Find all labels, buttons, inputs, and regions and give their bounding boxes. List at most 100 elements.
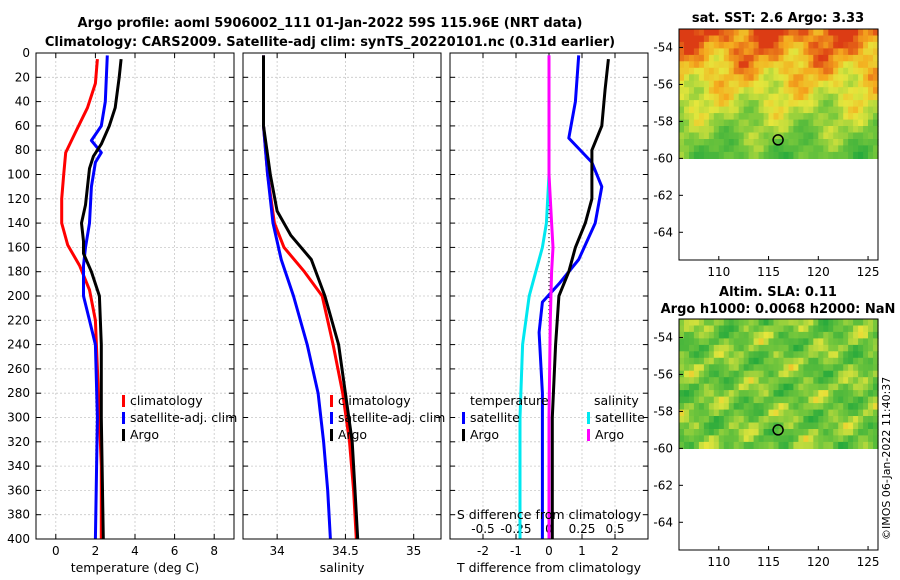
map-cell: [868, 74, 874, 82]
map-cell: [788, 113, 795, 121]
map-cell: [793, 106, 799, 114]
map-cell: [813, 403, 819, 411]
map-cell: [723, 383, 730, 391]
map-cell: [743, 126, 750, 134]
map-cell: [858, 41, 864, 49]
legend-label: satellite: [470, 410, 520, 425]
map-cell: [738, 74, 745, 82]
map-cell: [753, 409, 760, 417]
map-cell: [833, 383, 839, 391]
map-cell: [833, 325, 839, 333]
map-cell: [743, 139, 750, 147]
map-cell: [818, 29, 824, 37]
map-cell: [778, 29, 785, 37]
map-cell: [848, 429, 854, 437]
map-cell: [868, 93, 874, 101]
map-cell: [873, 67, 879, 75]
map-cell: [743, 100, 750, 108]
map-cell: [693, 48, 700, 56]
map-cell: [713, 409, 720, 417]
map-cell: [838, 67, 844, 75]
sla-map-title-line1: Altim. SLA: 0.11: [719, 285, 837, 300]
map-cell: [823, 132, 829, 140]
map-cell: [823, 67, 829, 75]
map-cell: [778, 370, 785, 378]
map-cell: [778, 87, 785, 95]
map-cell: [703, 344, 710, 352]
map-cell: [788, 61, 795, 69]
sst-map-title: sat. SST: 2.6 Argo: 3.33: [692, 11, 864, 26]
x-tick-label: 8: [210, 544, 218, 558]
map-cell: [833, 409, 839, 417]
map-cell: [684, 396, 690, 404]
map-cell: [788, 435, 795, 443]
map-y-tick-label: -62: [653, 188, 673, 202]
map-cell: [733, 93, 740, 101]
map-cell: [793, 61, 799, 69]
map-cell: [838, 396, 844, 404]
map-cell: [718, 119, 725, 127]
map-cell: [788, 41, 795, 49]
plot-frame: [242, 52, 442, 540]
map-cell: [793, 435, 799, 443]
map-cell: [843, 145, 849, 153]
map-cell: [733, 113, 740, 121]
map-cell: [768, 429, 775, 437]
map-cell: [753, 357, 760, 365]
map-cell: [873, 390, 879, 398]
map-cell: [783, 126, 790, 134]
map-cell: [703, 357, 710, 365]
map-cell: [733, 429, 740, 437]
map-cell: [689, 416, 695, 424]
map-cell: [863, 119, 869, 127]
map-cell: [684, 319, 690, 327]
map-cell: [778, 351, 785, 359]
map-cell: [679, 441, 685, 449]
map-cell: [798, 429, 804, 437]
map-cell: [838, 351, 844, 359]
map-cell: [788, 151, 795, 159]
map-cell: [748, 403, 755, 411]
argo-location-marker: [772, 424, 784, 436]
map-cell: [848, 74, 854, 82]
map-cell: [679, 41, 685, 49]
map-cell: [833, 331, 839, 339]
map-cell: [748, 344, 755, 352]
map-cell: [813, 67, 819, 75]
map-cell: [828, 139, 834, 147]
map-cell: [743, 319, 750, 327]
map-cell: [679, 383, 685, 391]
map-cell: [713, 351, 720, 359]
map-cell: [808, 357, 814, 365]
map-cell: [868, 344, 874, 352]
map-cell: [833, 403, 839, 411]
map-cell: [703, 106, 710, 114]
map-cell: [708, 338, 715, 346]
map-cell: [768, 403, 775, 411]
map-cell: [713, 132, 720, 140]
map-cell: [788, 396, 795, 404]
map-cell: [833, 67, 839, 75]
map-cell: [818, 54, 824, 62]
map-cell: [758, 67, 765, 75]
map-cell: [808, 119, 814, 127]
map-cell: [684, 364, 690, 372]
map-cell: [773, 390, 780, 398]
map-cell: [703, 74, 710, 82]
map-cell: [813, 357, 819, 365]
map-cell: [798, 119, 804, 127]
map-cell: [748, 74, 755, 82]
map-cell: [768, 48, 775, 56]
map-cell: [723, 67, 730, 75]
map-cell: [863, 113, 869, 121]
map-cell: [778, 151, 785, 159]
map-cell: [778, 106, 785, 114]
map-cell: [698, 396, 705, 404]
map-cell: [783, 338, 790, 346]
map-cell: [858, 383, 864, 391]
map-cell: [738, 383, 745, 391]
map-cell: [868, 35, 874, 43]
map-cell: [778, 145, 785, 153]
map-cell: [808, 145, 814, 153]
map-cell: [848, 338, 854, 346]
